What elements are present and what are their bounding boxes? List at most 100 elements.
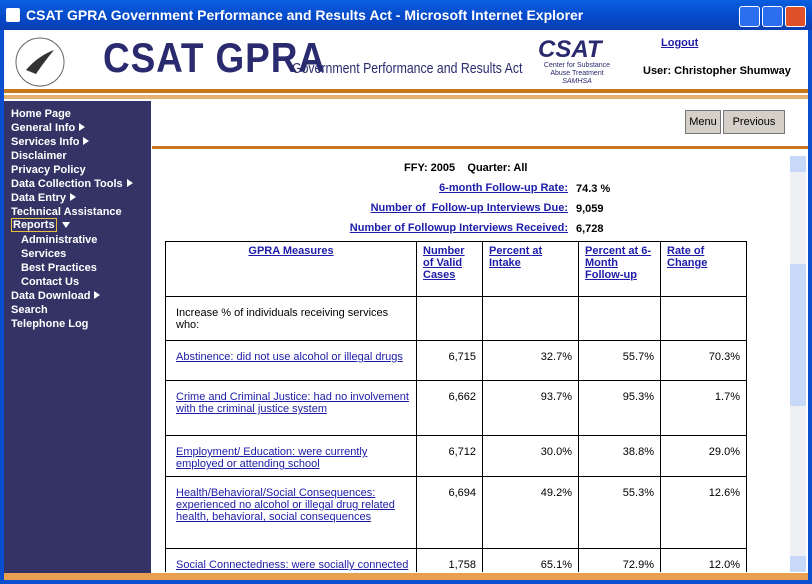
value-cell (482, 296, 579, 341)
header-rule (4, 95, 808, 99)
summary-value: 6,728 (576, 223, 604, 235)
summary-label[interactable]: 6-month Follow-up Rate: (439, 182, 568, 194)
csat-line: Center for Substance (543, 62, 611, 69)
side-nav: Home Page General Info Services Info Dis… (4, 101, 151, 573)
measure-link[interactable]: Health/Behavioral/Social Consequences: e… (176, 487, 395, 523)
nav-item[interactable]: Reports (11, 218, 70, 232)
value-cell: 38.8% (578, 435, 661, 477)
measure-cell: Social Connectedness: were socially conn… (165, 548, 417, 572)
user-label: User: Christopher Shumway (643, 65, 791, 77)
measure-text: Increase % of individuals receiving serv… (176, 307, 389, 331)
header-rule (4, 89, 808, 93)
measure-cell: Abstinence: did not use alcohol or illeg… (165, 340, 417, 381)
nav-subitem[interactable]: Contact Us (21, 276, 80, 288)
nav-subitem[interactable]: Administrative (21, 234, 98, 246)
maximize[interactable] (762, 6, 783, 27)
measure-cell: Employment/ Education: were currently em… (165, 435, 417, 477)
value-cell (416, 296, 483, 341)
window-title: CSAT GPRA Government Performance and Res… (26, 7, 584, 23)
minimize[interactable] (739, 6, 760, 27)
report-area: FFY: 2005 Quarter: All 6-month Follow-up… (152, 155, 789, 572)
period: FFY: 2005 Quarter: All (404, 162, 528, 174)
scrollbar[interactable] (790, 156, 806, 572)
measure-link[interactable]: Social Connectedness: were socially conn… (176, 559, 409, 571)
frame (0, 580, 812, 584)
value-cell: 30.0% (482, 435, 579, 477)
value-cell: 6,694 (416, 476, 483, 549)
scroll-down[interactable] (790, 556, 806, 572)
title-bar: CSAT GPRA Government Performance and Res… (0, 0, 812, 30)
scroll-up[interactable] (790, 156, 806, 172)
close[interactable] (785, 6, 806, 27)
value-cell: 12.6% (660, 476, 747, 549)
value-cell: 95.3% (578, 380, 661, 436)
ie-icon (6, 8, 20, 22)
nav-item[interactable]: Privacy Policy (11, 164, 86, 176)
nav-item[interactable]: Telephone Log (11, 318, 89, 330)
measure-cell: Crime and Criminal Justice: had no invol… (165, 380, 417, 436)
value-cell: 70.3% (660, 340, 747, 381)
summary-label[interactable]: Number of Follow-up Interviews Due: (370, 202, 568, 214)
value-cell: 65.1% (482, 548, 579, 572)
column-header[interactable]: Rate of Change (660, 241, 747, 297)
frame (808, 30, 812, 584)
value-cell: 55.7% (578, 340, 661, 381)
column-header[interactable]: GPRA Measures (165, 241, 417, 297)
csat-sub: Center for Substance Abuse Treatment SAMHS… (540, 62, 614, 86)
column-header[interactable]: Percent at 6-Month Follow-up (578, 241, 661, 297)
nav-item[interactable]: Data Entry (11, 192, 77, 204)
column-header[interactable]: Number of Valid Cases (416, 241, 483, 297)
previous-button[interactable]: Previous (723, 110, 785, 134)
nav-item[interactable]: Technical Assistance (11, 206, 122, 218)
nav-item[interactable]: Services Info (11, 136, 90, 148)
value-cell: 49.2% (482, 476, 579, 549)
nav-item[interactable]: Search (11, 304, 48, 316)
measure-link[interactable]: Crime and Criminal Justice: had no invol… (176, 391, 409, 415)
table-row: Crime and Criminal Justice: had no invol… (165, 380, 747, 436)
hhs-logo (15, 37, 65, 87)
value-cell: 6,712 (416, 435, 483, 477)
measure-cell: Increase % of individuals receiving serv… (165, 296, 417, 341)
nav-item[interactable]: Home Page (11, 108, 71, 120)
measure-cell: Health/Behavioral/Social Consequences: e… (165, 476, 417, 549)
quarter: Quarter: All (467, 162, 528, 174)
measures-table: GPRA Measures Number of Valid Cases Percen… (165, 241, 747, 572)
logo-text: CSAT GPRA (103, 34, 326, 81)
value-cell: 6,715 (416, 340, 483, 381)
header-row: GPRA Measures Number of Valid Cases Percen… (165, 241, 747, 297)
content-rule (152, 146, 808, 149)
value-cell: 32.7% (482, 340, 579, 381)
csat-line: SAMHSA (562, 78, 592, 85)
value-cell: 72.9% (578, 548, 661, 572)
measure-link[interactable]: Employment/ Education: were currently em… (176, 446, 368, 470)
table-row: Employment/ Education: were currently em… (165, 435, 747, 477)
table-row: Abstinence: did not use alcohol or illeg… (165, 340, 747, 381)
logo-subtitle: Government Performance and Results Act (292, 60, 523, 77)
fiscal-year: FFY: 2005 (404, 162, 456, 174)
value-cell: 29.0% (660, 435, 747, 477)
csat-logo: CSAT (538, 36, 602, 63)
nav-subitem[interactable]: Services (21, 248, 67, 260)
table-row: Increase % of individuals receiving serv… (165, 296, 747, 341)
nav-item[interactable]: Data Download (11, 290, 101, 302)
nav-subitem[interactable]: Best Practices (21, 262, 97, 274)
column-header[interactable]: Percent at Intake (482, 241, 579, 297)
menu-button[interactable]: Menu (685, 110, 721, 134)
nav-item[interactable]: Disclaimer (11, 150, 67, 162)
footer-rule (4, 573, 808, 580)
logout-link[interactable]: Logout (661, 37, 699, 49)
summary-value: 74.3 % (576, 183, 611, 195)
summary-value: 9,059 (576, 203, 604, 215)
measure-link[interactable]: Abstinence: did not use alcohol or illeg… (176, 351, 403, 363)
value-cell: 1.7% (660, 380, 747, 436)
frame (0, 30, 4, 584)
value-cell: 6,662 (416, 380, 483, 436)
nav-item[interactable]: General Info (11, 122, 86, 134)
scroll-thumb[interactable] (790, 264, 806, 406)
nav-item[interactable]: Data Collection Tools (11, 178, 133, 190)
value-cell: 12.0% (660, 548, 747, 572)
table-row: Health/Behavioral/Social Consequences: e… (165, 476, 747, 549)
summary-label[interactable]: Number of Followup Interviews Received: (349, 222, 568, 234)
value-cell: 55.3% (578, 476, 661, 549)
